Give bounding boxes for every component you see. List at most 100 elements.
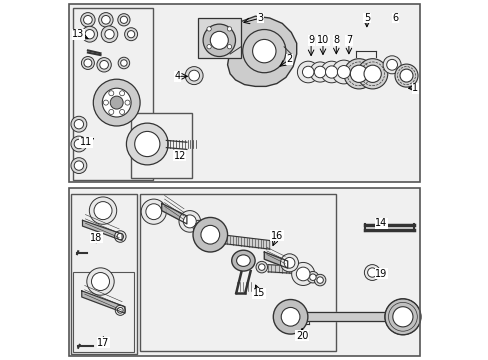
Circle shape	[343, 59, 373, 89]
Circle shape	[384, 299, 420, 335]
Circle shape	[399, 69, 412, 82]
Text: 17: 17	[97, 338, 109, 348]
Text: 10: 10	[316, 35, 328, 45]
Circle shape	[134, 131, 160, 157]
Circle shape	[364, 265, 380, 280]
Circle shape	[91, 273, 109, 291]
Circle shape	[110, 96, 123, 109]
Circle shape	[126, 123, 168, 165]
Circle shape	[97, 58, 111, 72]
Circle shape	[101, 26, 118, 42]
Ellipse shape	[231, 250, 255, 271]
Text: 12: 12	[173, 150, 185, 161]
Circle shape	[309, 274, 316, 280]
Text: 3: 3	[257, 13, 263, 23]
Circle shape	[273, 300, 307, 334]
Text: 7: 7	[345, 35, 351, 45]
Circle shape	[210, 31, 228, 49]
Ellipse shape	[252, 40, 275, 63]
Circle shape	[81, 57, 94, 69]
Circle shape	[114, 231, 126, 242]
Circle shape	[127, 31, 134, 38]
Circle shape	[302, 66, 313, 78]
Circle shape	[227, 45, 231, 49]
Circle shape	[81, 26, 98, 42]
Circle shape	[115, 305, 125, 315]
Polygon shape	[227, 16, 296, 86]
Circle shape	[108, 109, 114, 114]
Circle shape	[118, 14, 130, 26]
Circle shape	[392, 307, 412, 327]
Bar	[69, 188, 419, 356]
Circle shape	[188, 70, 199, 81]
Circle shape	[314, 274, 325, 286]
Circle shape	[125, 100, 130, 105]
Circle shape	[71, 116, 87, 132]
Text: 2: 2	[286, 54, 292, 64]
Circle shape	[141, 199, 166, 224]
Circle shape	[337, 66, 349, 78]
Circle shape	[100, 60, 108, 69]
Circle shape	[102, 15, 110, 24]
Text: 5: 5	[363, 13, 369, 23]
Circle shape	[316, 277, 323, 283]
Circle shape	[120, 91, 124, 96]
Circle shape	[183, 215, 196, 228]
Circle shape	[74, 120, 83, 129]
Circle shape	[291, 262, 314, 285]
Circle shape	[192, 220, 204, 232]
Text: 14: 14	[374, 218, 386, 228]
Circle shape	[394, 64, 417, 87]
Circle shape	[296, 267, 309, 281]
Circle shape	[363, 65, 381, 82]
Circle shape	[297, 61, 318, 83]
Circle shape	[89, 197, 117, 224]
Bar	[71, 194, 136, 354]
Circle shape	[227, 27, 231, 31]
Text: 11: 11	[80, 137, 92, 147]
Circle shape	[201, 225, 219, 244]
Circle shape	[195, 223, 201, 229]
Circle shape	[74, 161, 83, 170]
Circle shape	[386, 59, 397, 70]
Text: 8: 8	[332, 35, 339, 45]
Circle shape	[325, 66, 337, 78]
Circle shape	[185, 67, 203, 85]
Circle shape	[349, 65, 367, 82]
Circle shape	[357, 59, 387, 89]
Circle shape	[121, 60, 127, 66]
Text: 20: 20	[295, 330, 307, 341]
Circle shape	[104, 30, 114, 39]
Ellipse shape	[236, 255, 250, 266]
Bar	[69, 4, 419, 182]
Circle shape	[81, 13, 95, 27]
Polygon shape	[264, 252, 287, 268]
Circle shape	[84, 59, 92, 67]
Text: 1: 1	[411, 83, 418, 93]
Polygon shape	[82, 220, 122, 240]
Text: 13: 13	[72, 29, 84, 39]
Circle shape	[118, 57, 129, 69]
Bar	[69, 4, 419, 182]
Circle shape	[314, 66, 325, 78]
Circle shape	[280, 254, 298, 272]
Circle shape	[206, 27, 211, 31]
Circle shape	[83, 15, 92, 24]
Circle shape	[87, 268, 114, 295]
Circle shape	[367, 268, 376, 277]
Bar	[131, 113, 192, 178]
Circle shape	[206, 45, 211, 49]
Text: 16: 16	[270, 231, 283, 241]
Circle shape	[94, 202, 112, 220]
Bar	[69, 188, 419, 356]
Bar	[73, 272, 133, 352]
Text: 15: 15	[252, 288, 264, 298]
Polygon shape	[81, 291, 125, 313]
Circle shape	[203, 24, 235, 57]
Circle shape	[93, 79, 140, 126]
Text: 9: 9	[307, 35, 313, 45]
Circle shape	[256, 261, 267, 273]
Circle shape	[117, 233, 123, 240]
Circle shape	[306, 271, 318, 283]
Text: 6: 6	[392, 13, 398, 23]
